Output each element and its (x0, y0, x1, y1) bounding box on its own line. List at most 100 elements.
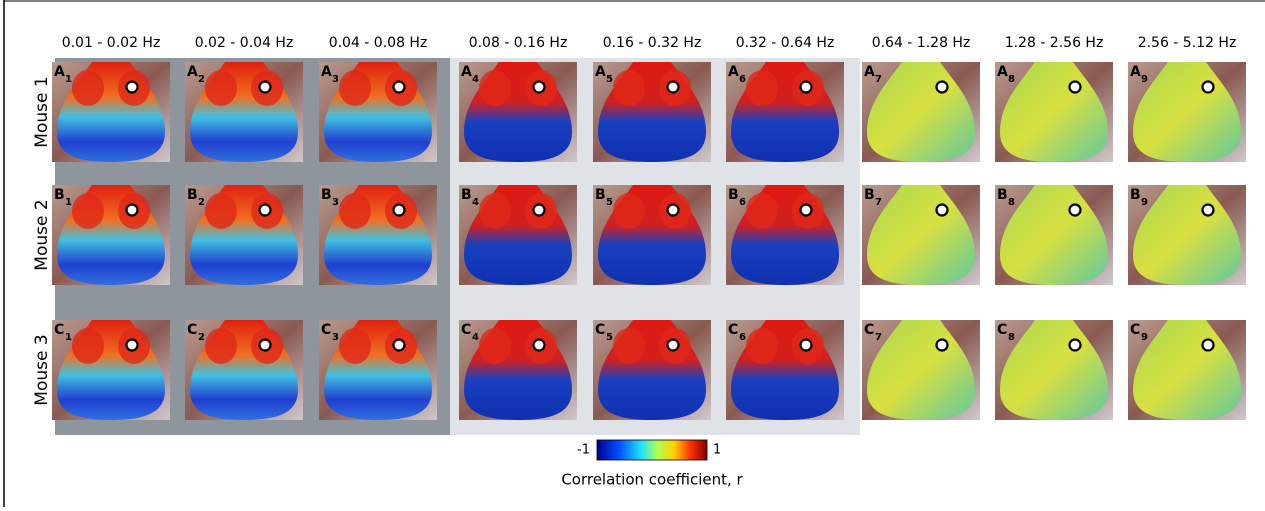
seed-marker (1070, 205, 1081, 216)
panel-subscript: 8 (1008, 332, 1015, 343)
seed-marker (801, 82, 812, 93)
seed-marker (1070, 340, 1081, 351)
hemisphere-spot (746, 193, 778, 229)
panel-subscript: 1 (65, 74, 72, 85)
hemisphere-spot (205, 328, 237, 364)
hemisphere-spot (339, 193, 371, 229)
hemisphere-spot (746, 328, 778, 364)
hemisphere-spot (205, 193, 237, 229)
panel-subscript: 4 (472, 197, 479, 208)
panel-subscript: 5 (606, 197, 613, 208)
panel-letter: C (461, 322, 471, 338)
band-label: 0.32 - 0.64 Hz (736, 35, 835, 51)
panel-letter: B (595, 187, 606, 203)
panel-letter: A (595, 64, 606, 80)
hemisphere-spot (479, 193, 511, 229)
panel-letter: A (321, 64, 332, 80)
panel-letter: C (187, 322, 197, 338)
figure: -1 1 Correlation coefficient, r 0.01 - 0… (0, 0, 1265, 507)
panel-letter: A (1130, 64, 1141, 80)
hemisphere-spot (613, 328, 645, 364)
panel-letter: C (997, 322, 1007, 338)
seed-marker (394, 82, 405, 93)
panel-letter: A (728, 64, 739, 80)
colorbar-min: -1 (577, 443, 590, 458)
seed-marker (260, 340, 271, 351)
panel-subscript: 9 (1141, 74, 1148, 85)
panel-subscript: 9 (1141, 332, 1148, 343)
panel-subscript: 6 (739, 197, 746, 208)
hemisphere-spot (746, 70, 778, 106)
band-label: 0.16 - 0.32 Hz (603, 35, 702, 51)
seed-marker (1070, 82, 1081, 93)
panel-subscript: 2 (198, 332, 205, 343)
hemisphere-spot (479, 70, 511, 106)
band-label: 2.56 - 5.12 Hz (1138, 35, 1237, 51)
seed-marker (668, 340, 679, 351)
row-label: Mouse 2 (32, 199, 52, 270)
hemisphere-spot (339, 328, 371, 364)
seed-marker (260, 205, 271, 216)
colorbar (597, 440, 707, 460)
panel-subscript: 8 (1008, 74, 1015, 85)
panel-subscript: 7 (875, 332, 882, 343)
panel-subscript: 7 (875, 197, 882, 208)
hemisphere-spot (613, 193, 645, 229)
panel-letter: C (321, 322, 331, 338)
band-label: 0.02 - 0.04 Hz (195, 35, 294, 51)
seed-marker (1203, 205, 1214, 216)
seed-marker (801, 340, 812, 351)
hemisphere-spot (205, 70, 237, 106)
seed-marker (127, 340, 138, 351)
seed-marker (127, 205, 138, 216)
seed-marker (801, 205, 812, 216)
panel-letter: C (728, 322, 738, 338)
hemisphere-spot (72, 70, 104, 106)
band-label: 0.04 - 0.08 Hz (329, 35, 428, 51)
hemisphere-spot (613, 70, 645, 106)
panel-subscript: 8 (1008, 197, 1015, 208)
panel-subscript: 6 (739, 332, 746, 343)
panel-subscript: 9 (1141, 197, 1148, 208)
panel-letter: C (54, 322, 64, 338)
colorbar-title: Correlation coefficient, r (561, 471, 743, 489)
panel-subscript: 5 (606, 74, 613, 85)
panel-letter: C (864, 322, 874, 338)
seed-marker (394, 205, 405, 216)
seed-marker (1203, 82, 1214, 93)
band-label: 0.08 - 0.16 Hz (469, 35, 568, 51)
seed-marker (534, 82, 545, 93)
panel-subscript: 7 (875, 74, 882, 85)
panel-subscript: 4 (472, 74, 479, 85)
seed-marker (1203, 340, 1214, 351)
row-label: Mouse 1 (32, 76, 52, 147)
seed-marker (937, 82, 948, 93)
seed-marker (394, 340, 405, 351)
panel-letter: A (997, 64, 1008, 80)
panel-letter: C (595, 322, 605, 338)
panel-subscript: 6 (739, 74, 746, 85)
panel-letter: B (864, 187, 875, 203)
